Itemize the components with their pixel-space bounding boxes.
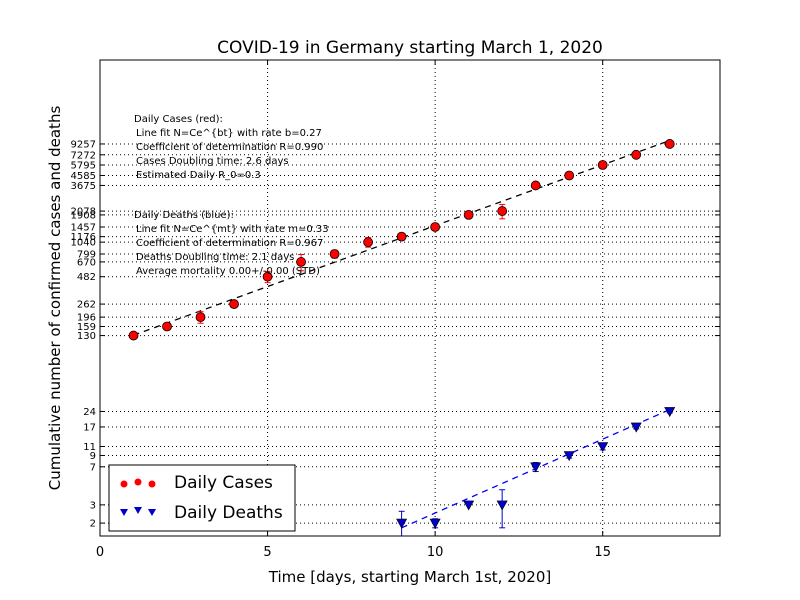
deaths-point [496, 500, 508, 511]
y-tick-label: 799 [77, 249, 96, 260]
y-tick-label: 1908 [71, 210, 96, 221]
cases-point [631, 149, 642, 160]
y-tick-label: 3 [90, 500, 96, 511]
x-tick-label: 5 [263, 545, 271, 560]
y-axis-ticks: 2379111724130159196262482670799104011761… [71, 139, 720, 530]
y-tick-label: 670 [77, 257, 96, 268]
cases-point [396, 231, 407, 242]
fit-annotations: Daily Cases (red): Line fit N=Ce^{bt} wit… [134, 114, 329, 277]
y-tick-label: 1457 [71, 223, 96, 234]
deaths-point [630, 422, 642, 433]
cases-point [664, 139, 675, 149]
x-tick-label: 15 [594, 545, 611, 560]
cases-point [530, 180, 541, 191]
legend-cases-marker [120, 480, 128, 488]
y-tick-label: 262 [77, 300, 96, 311]
legend: Daily Cases Daily Deaths [108, 464, 296, 532]
plot-frame [99, 59, 721, 537]
x-axis-ticks: 0 5 10 15 [96, 60, 611, 560]
y-tick-label: 7272 [71, 150, 96, 161]
y-tick-label: 482 [77, 272, 96, 283]
deaths-annotation-line: Average mortality 0.00+/-0.00 (STD) [136, 266, 320, 277]
cases-point [195, 312, 206, 323]
y-tick-label: 9 [90, 451, 96, 462]
x-tick-label: 10 [427, 545, 444, 560]
data-points [128, 139, 676, 537]
y-tick-label: 9257 [71, 139, 96, 150]
y-axis-label: Cumulative number of confirmed cases and… [46, 106, 64, 491]
y-tick-label: 4585 [71, 171, 96, 182]
deaths-annotation-line: Deaths Doubling time: 2.1 days [136, 252, 294, 263]
cases-annotation-line: Cases Doubling time: 2.6 days [136, 156, 289, 167]
y-tick-label: 159 [77, 322, 96, 333]
y-tick-label: 1040 [71, 238, 96, 249]
y-tick-label: 2078 [71, 207, 96, 218]
y-tick-label: 130 [77, 331, 96, 342]
y-tick-label: 5795 [71, 160, 96, 171]
cases-annotation-line: Coefficient of determination R=0.990 [136, 142, 323, 153]
legend-deaths-marker [134, 507, 142, 514]
deaths-point [429, 518, 441, 529]
cases-point [329, 249, 340, 259]
deaths-annotation-line: Coefficient of determination R=0.967 [136, 238, 323, 249]
legend-deaths-label: Daily Deaths [174, 503, 283, 523]
deaths-point [530, 462, 542, 473]
cases-point [128, 330, 139, 341]
legend-deaths-marker [148, 509, 156, 516]
deaths-point [396, 518, 408, 529]
cases-annotation-line: Line fit N=Ce^{bt} with rate b=0.27 [136, 128, 322, 139]
legend-box [108, 464, 296, 532]
deaths-annotation-line: Daily Deaths (blue): [134, 210, 234, 221]
cases-point [162, 321, 172, 332]
cases-point [564, 170, 575, 181]
legend-cases-label: Daily Cases [174, 473, 273, 493]
legend-deaths-marker [120, 509, 128, 516]
x-tick-label: 0 [96, 545, 104, 560]
grid-lines [100, 60, 720, 536]
cases-point [497, 206, 508, 216]
cases-point [229, 299, 239, 309]
cases-point [597, 160, 608, 170]
cases-point [363, 237, 374, 248]
legend-cases-marker [134, 478, 142, 486]
y-tick-label: 3675 [71, 181, 96, 192]
chart-title: COVID-19 in Germany starting March 1, 20… [217, 38, 603, 58]
cases-fit-line [133, 139, 670, 336]
y-tick-label: 196 [77, 313, 96, 324]
deaths-point [597, 442, 609, 453]
deaths-annotation-line: Line fit N=Ce^{mt} with rate m=0.33 [136, 224, 329, 235]
y-tick-label: 1176 [71, 232, 96, 243]
deaths-point [664, 407, 676, 418]
deaths-point [463, 500, 475, 511]
x-axis-label: Time [days, starting March 1st, 2020] [268, 568, 551, 586]
y-tick-label: 24 [83, 407, 96, 418]
cases-annotation-line: Estimated Daily R_0=0.3 [136, 170, 261, 181]
y-tick-label: 17 [83, 422, 96, 433]
y-tick-label: 2 [90, 519, 96, 530]
cases-point [296, 257, 306, 267]
cases-point [262, 271, 273, 282]
deaths-point [563, 451, 575, 462]
y-tick-label: 7 [90, 462, 96, 473]
cases-point [430, 222, 441, 232]
legend-cases-marker [148, 480, 156, 488]
cases-point [463, 209, 474, 220]
cases-annotation-line: Daily Cases (red): [134, 114, 223, 125]
y-tick-label: 11 [83, 442, 96, 453]
